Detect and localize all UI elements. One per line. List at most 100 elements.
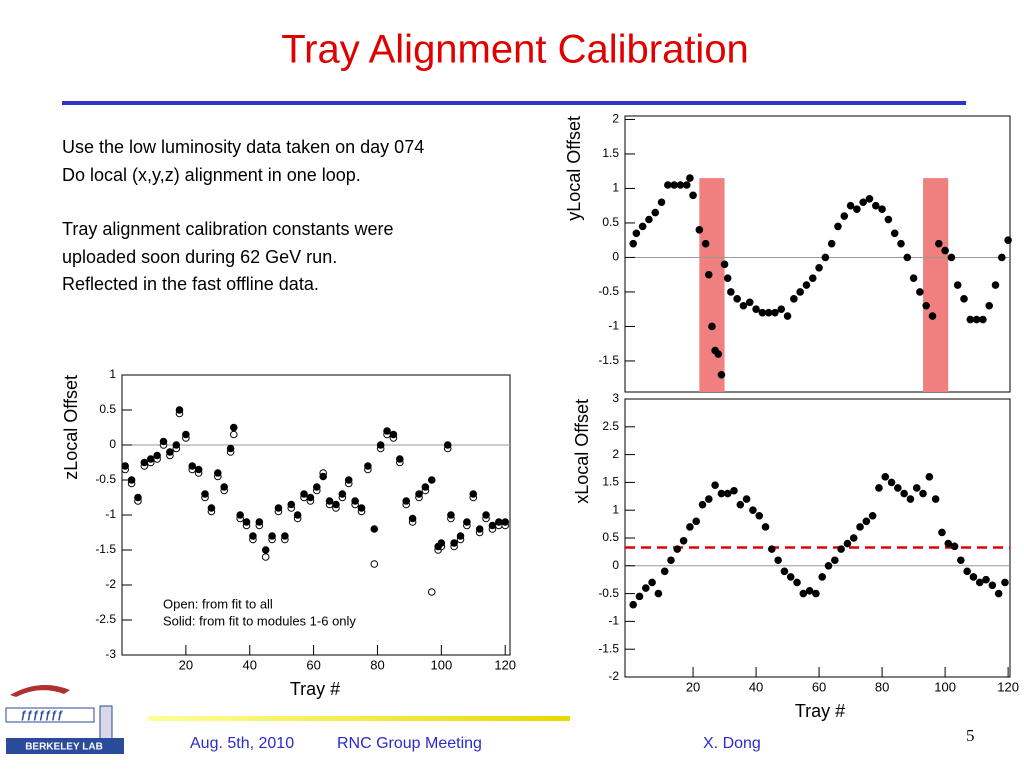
x-tick-label: 60 (812, 679, 826, 694)
point-solid (802, 281, 811, 289)
point-solid (991, 281, 1000, 289)
y-tick-label: -0.5 (95, 472, 116, 486)
point-solid (717, 370, 726, 379)
point-solid (777, 305, 786, 314)
point-solid (456, 532, 465, 540)
point-solid (421, 483, 430, 491)
point-open (261, 553, 270, 561)
y-tick-label: 1 (612, 181, 619, 195)
point-solid (437, 539, 446, 547)
point-solid (972, 315, 981, 324)
point-solid (325, 497, 334, 505)
y-axis-title: zLocal Offset (61, 375, 81, 480)
point-solid (982, 575, 990, 584)
point-solid (689, 191, 697, 200)
point-open (370, 560, 379, 568)
point-solid (934, 239, 943, 248)
point-solid (903, 253, 912, 262)
point-solid (708, 322, 716, 331)
y-tick-label: -1 (608, 614, 619, 628)
y-tick-label: -1 (608, 319, 619, 333)
point-solid (821, 253, 830, 262)
point-solid (1004, 236, 1012, 244)
title-rule (62, 101, 966, 105)
point-solid (941, 246, 949, 255)
point-solid (338, 490, 347, 498)
x-tick-label: 120 (494, 657, 516, 672)
point-solid (676, 181, 685, 189)
x-tick-label: 20 (686, 679, 700, 694)
point-solid (255, 518, 264, 526)
point-solid (979, 315, 987, 324)
point-solid (447, 511, 455, 519)
point-solid (402, 497, 411, 505)
point-solid (632, 229, 641, 238)
point-solid (686, 523, 694, 531)
point-solid (957, 556, 965, 565)
point-solid (427, 476, 436, 484)
point-solid (648, 578, 656, 587)
y-tick-label: 2 (612, 447, 619, 461)
point-solid (906, 495, 915, 503)
point-solid (469, 490, 478, 498)
point-solid (332, 500, 340, 509)
point-solid (783, 312, 792, 320)
point-solid (207, 504, 216, 512)
point-solid (229, 423, 238, 432)
point-solid (818, 573, 827, 581)
point-solid (293, 511, 302, 519)
slide-title: Tray Alignment Calibration (281, 28, 749, 72)
x-tick-label: 40 (749, 679, 763, 694)
y-tick-label: -2.5 (95, 612, 116, 626)
point-solid (673, 545, 682, 553)
point-solid (682, 181, 691, 189)
point-solid (651, 208, 660, 217)
x-tick-label: 80 (370, 657, 384, 672)
point-solid (720, 260, 729, 269)
point-solid (909, 274, 918, 282)
point-solid (856, 523, 864, 531)
x-tick-label: 40 (243, 657, 257, 672)
point-solid (919, 489, 927, 498)
point-solid (654, 589, 663, 598)
y-tick-label: -0.5 (598, 586, 619, 600)
point-solid (796, 288, 804, 296)
point-solid (752, 305, 760, 314)
annotation: Solid: from fit to modules 1-6 only (163, 613, 356, 628)
point-solid (894, 484, 902, 492)
y-tick-label: 0.5 (99, 402, 116, 416)
point-solid (226, 444, 235, 453)
point-solid (344, 476, 353, 484)
point-solid (236, 511, 244, 519)
point-solid (998, 253, 1006, 262)
highlight-band (699, 178, 725, 392)
point-solid (357, 504, 366, 512)
point-solid (220, 483, 228, 491)
point-solid (312, 483, 321, 491)
point-solid (714, 350, 723, 358)
footer-author: X. Dong (703, 735, 761, 752)
point-solid (900, 489, 908, 498)
point-solid (134, 493, 142, 502)
point-solid (827, 239, 836, 248)
point-solid (799, 589, 808, 598)
point-solid (482, 511, 490, 519)
y-tick-label: -1.5 (95, 542, 116, 556)
point-solid (831, 556, 839, 565)
x-tick-label: 100 (934, 679, 956, 694)
point-solid (897, 239, 905, 248)
text-line: Use the low luminosity data taken on day… (62, 137, 424, 157)
point-solid (488, 521, 497, 530)
point-solid (745, 298, 754, 307)
point-solid (408, 514, 417, 523)
point-solid (495, 518, 503, 526)
point-solid (287, 500, 296, 509)
point-solid (768, 545, 776, 553)
point-solid (853, 205, 861, 213)
point-solid (928, 312, 937, 320)
y-tick-label: 3 (612, 391, 619, 405)
point-solid (960, 295, 968, 303)
x-tick-label: 100 (430, 657, 452, 672)
y-tick-label: 1.5 (602, 146, 619, 160)
point-solid (182, 430, 190, 439)
